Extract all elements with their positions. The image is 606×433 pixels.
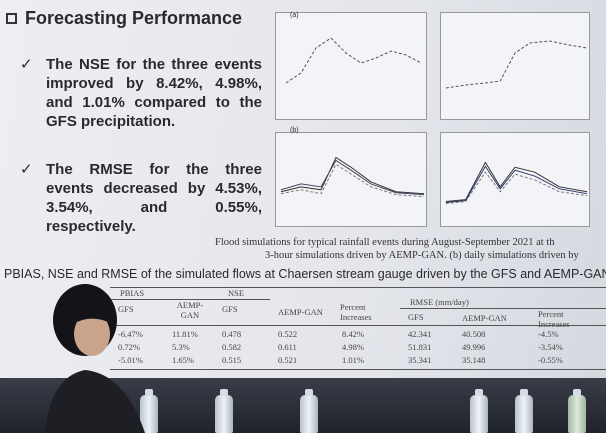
column-header: GFS [118, 304, 134, 314]
divider [110, 325, 606, 326]
water-bottle [300, 389, 318, 433]
table-title: PBIAS, NSE and RMSE of the simulated flo… [4, 267, 606, 281]
observation-line [445, 161, 588, 203]
table-cell: 0.478 [222, 329, 242, 339]
table-cell: 5.3% [172, 342, 190, 352]
check-icon: ✓ [20, 56, 33, 73]
aemp-gan-line [445, 165, 588, 203]
table-cell: 49.996 [462, 342, 486, 352]
water-bottle [215, 389, 233, 433]
gfs-line [445, 171, 588, 204]
table-cell: 0.582 [222, 342, 242, 352]
panel-label-a: (a) [290, 12, 299, 19]
bullet-rmse: ✓ The RMSE for the three events decrease… [20, 161, 262, 235]
column-header: Percent Increases [538, 309, 570, 329]
column-header: AEMP-GAN [462, 313, 507, 323]
table-cell: 40.508 [462, 329, 486, 339]
group-header: PBIAS [120, 288, 145, 298]
group-header: NSE [228, 288, 245, 298]
table-cell: 0.521 [278, 355, 298, 365]
divider [110, 299, 270, 300]
chart-panel-a1 [275, 12, 427, 120]
table-cell: 0.522 [278, 329, 298, 339]
caption-line-1: Flood simulations for typical rainfall e… [215, 237, 555, 248]
table-cell: 0.72% [118, 342, 140, 352]
water-bottle [515, 389, 533, 433]
divider [400, 308, 606, 309]
column-header: AEMP-GAN [176, 300, 204, 320]
observation-line [280, 156, 425, 195]
table-cell: 35.341 [408, 355, 432, 365]
table-cell: -4.5% [538, 329, 559, 339]
square-bullet-icon [6, 13, 17, 24]
table-cell: 0.611 [278, 342, 297, 352]
divider [110, 369, 606, 370]
chart-panel-a2 [440, 12, 590, 120]
caption-line-2: 3-hour simulations driven by AEMP-GAN. (… [265, 250, 579, 261]
chart-panel-b2 [440, 132, 590, 227]
table-cell: 1.01% [342, 355, 364, 365]
series-line [285, 37, 422, 84]
table-cell: -0.55% [538, 355, 563, 365]
slide-title: Forecasting Performance [6, 8, 242, 29]
water-bottle [470, 389, 488, 433]
table-cell: 11.81% [172, 329, 198, 339]
panel-label-b: (b) [290, 127, 299, 134]
table-cell: 4.98% [342, 342, 364, 352]
table-cell: 51.831 [408, 342, 432, 352]
table-cell: -3.54% [538, 342, 563, 352]
table-cell: -5.01% [118, 355, 143, 365]
table-cell: 1.65% [172, 355, 194, 365]
table-cell: 8.42% [342, 329, 364, 339]
figure-caption: Flood simulations for typical rainfall e… [215, 236, 579, 262]
table-cell: 42.341 [408, 329, 432, 339]
slide-title-text: Forecasting Performance [25, 8, 243, 28]
divider [110, 287, 606, 288]
results-table: PBIAS NSE RMSE (mm/day) GFS AEMP-GAN GFS… [110, 287, 606, 377]
check-icon: ✓ [20, 161, 33, 178]
bullet-nse: ✓ The NSE for the three events improved … [20, 56, 262, 130]
column-header: Percent Increases [340, 302, 372, 322]
column-header: AEMP-GAN [278, 307, 323, 317]
series-line [445, 40, 588, 89]
column-header: GFS [222, 304, 238, 314]
aemp-gan-line [280, 159, 425, 196]
audience-person [45, 284, 145, 433]
table-cell: 0.515 [222, 355, 242, 365]
water-bottle [568, 389, 586, 433]
chart-panel-b1 [275, 132, 427, 227]
group-header: RMSE (mm/day) [410, 297, 469, 307]
table-cell: -6.47% [118, 329, 143, 339]
water-bottle [140, 389, 158, 433]
column-header: GFS [408, 312, 424, 322]
table-cell: 35.148 [462, 355, 486, 365]
